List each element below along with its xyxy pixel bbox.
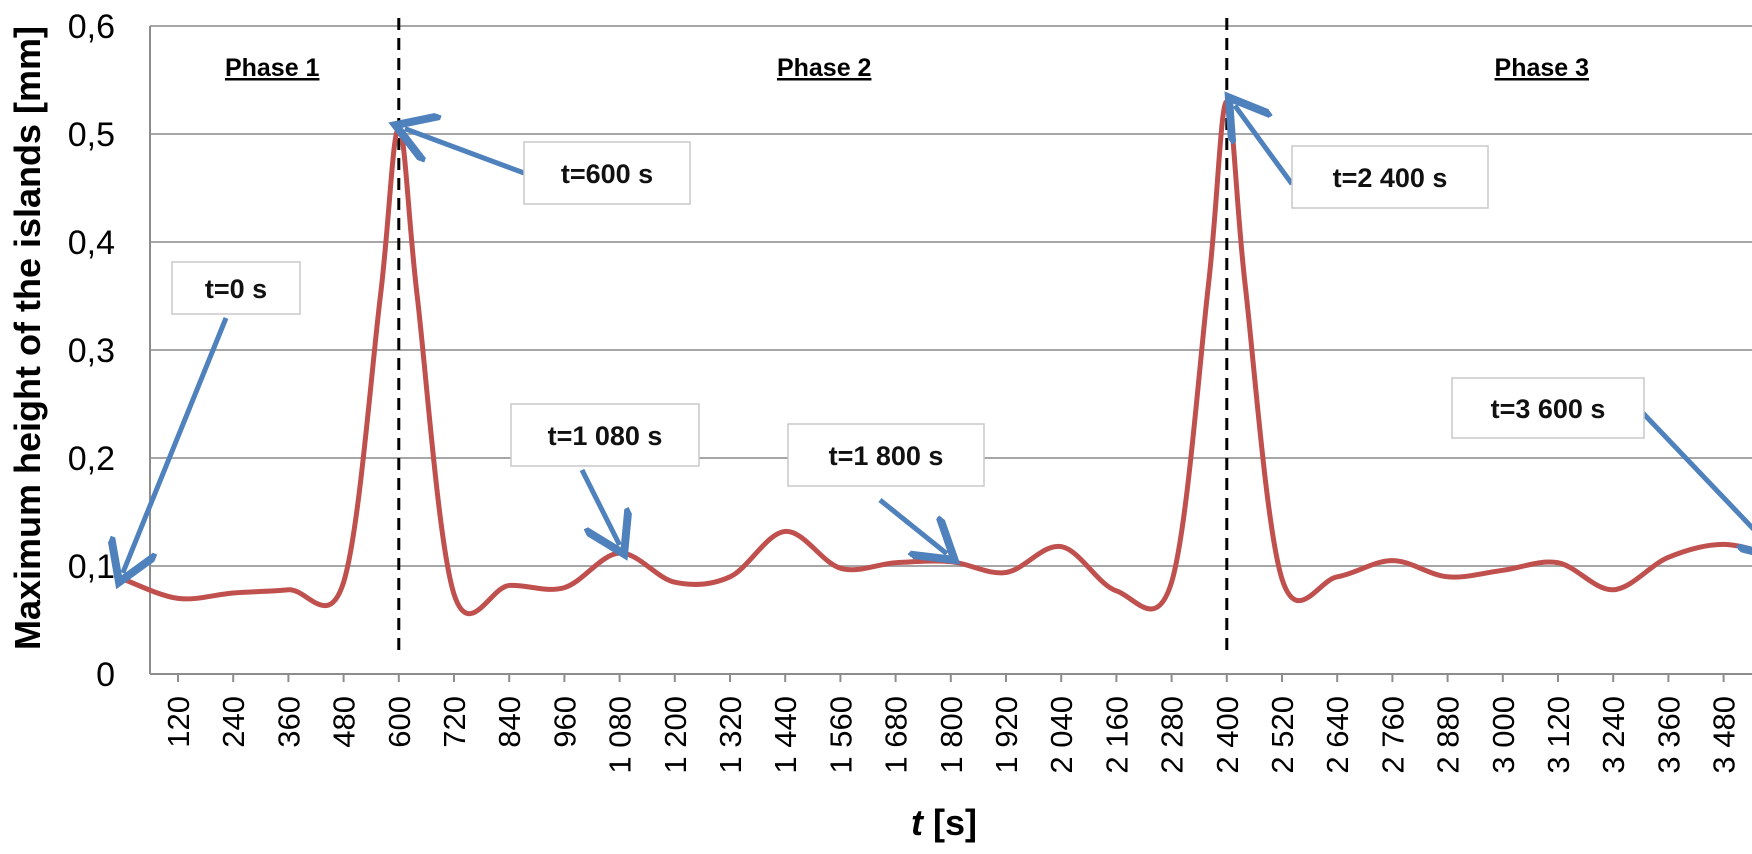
x-tick-label: 1 680 (879, 696, 914, 774)
series-line (121, 99, 1752, 617)
annotation-box (1291, 145, 1489, 209)
phase-label: Phase 3 (1495, 54, 1590, 82)
annotation-box (523, 141, 691, 205)
x-tick-label: 960 (547, 696, 582, 748)
x-tick-label: 1 080 (603, 696, 638, 774)
x-tick-label: 600 (382, 696, 417, 748)
y-axis-title: Maximum height of the islands [mm] (7, 26, 48, 650)
x-tick-label: 840 (492, 696, 527, 748)
y-tick-label: 0,1 (68, 548, 115, 586)
phase-label: Phase 2 (777, 54, 872, 82)
annotation-label: t=600 s (561, 159, 653, 189)
x-tick-label: 3 000 (1486, 696, 1521, 774)
phase-labels: Phase 1 Phase 2 Phase 3 (225, 54, 1589, 82)
x-tick-label: 720 (437, 696, 472, 748)
x-tick-label: 3 480 (1707, 696, 1742, 774)
annotation-arrow (579, 468, 620, 545)
annotation-arrow (123, 317, 229, 573)
x-tick-label: 3 240 (1596, 696, 1631, 774)
annotation-arrow (1235, 106, 1295, 186)
annotation-label: t=3 600 s (1491, 394, 1606, 424)
y-tick-labels: 0 0,1 0,2 0,3 0,4 0,5 0,6 (68, 8, 115, 694)
phase-boundaries (397, 18, 1229, 656)
annotation-arrow (405, 129, 525, 176)
annotation-box (510, 403, 700, 467)
x-tick-label: 1 200 (658, 696, 693, 774)
x-tick-label: 360 (271, 696, 306, 748)
x-tick-label: 2 280 (1155, 696, 1190, 774)
annotation-label: t=0 s (205, 274, 267, 304)
x-tick-label: 2 400 (1210, 696, 1245, 774)
x-tick-label: 2 640 (1320, 696, 1355, 774)
x-tick-labels: 120 240 360 480 600 720 840 960 1 080 1 200 1 320 1… (161, 674, 1742, 774)
x-tick-label: 1 800 (934, 696, 969, 774)
y-tick-label: 0,4 (68, 224, 115, 262)
x-tick-label: 1 320 (713, 696, 748, 774)
annotation-box (171, 261, 301, 315)
x-tick-label: 2 760 (1375, 696, 1410, 774)
grid-lines (150, 25, 1752, 675)
x-tick-label: 2 160 (1099, 696, 1134, 774)
x-tick-label: 2 040 (1044, 696, 1079, 774)
x-tick-label: 3 120 (1541, 696, 1576, 774)
x-tick-label: 480 (327, 696, 362, 748)
x-tick-label: 2 880 (1431, 696, 1466, 774)
annotations: t=0 s t=600 s t=1 080 s t=1 800 s t=2 400 s t… (123, 106, 1752, 573)
x-axis-title-unit: [s] (923, 802, 977, 843)
annotation-label: t=1 800 s (829, 441, 944, 471)
series-lines (121, 99, 1752, 617)
x-tick-label: 2 520 (1265, 696, 1300, 774)
phase-label: Phase 1 (225, 54, 320, 82)
y-tick-label: 0,5 (68, 116, 115, 154)
annotation-arrow (1638, 408, 1752, 551)
x-tick-label: 3 360 (1651, 696, 1686, 774)
y-tick-label: 0,6 (68, 8, 115, 46)
x-tick-label: 240 (216, 696, 251, 748)
annotation-arrow (878, 498, 947, 554)
annotation-label: t=1 080 s (548, 421, 663, 451)
x-tick-label: 120 (161, 696, 196, 748)
x-axis-title-t: t (911, 802, 925, 843)
y-tick-label: 0,3 (68, 332, 115, 370)
x-tick-label: 1 560 (823, 696, 858, 774)
annotation-box (787, 423, 985, 487)
annotation-box (1451, 377, 1645, 439)
x-axis-title: t [s] (911, 802, 977, 843)
y-tick-label: 0 (96, 656, 115, 694)
x-tick-label: 1 920 (989, 696, 1024, 774)
x-tick-label: 1 440 (768, 696, 803, 774)
y-tick-label: 0,2 (68, 440, 115, 478)
annotation-label: t=2 400 s (1333, 163, 1448, 193)
